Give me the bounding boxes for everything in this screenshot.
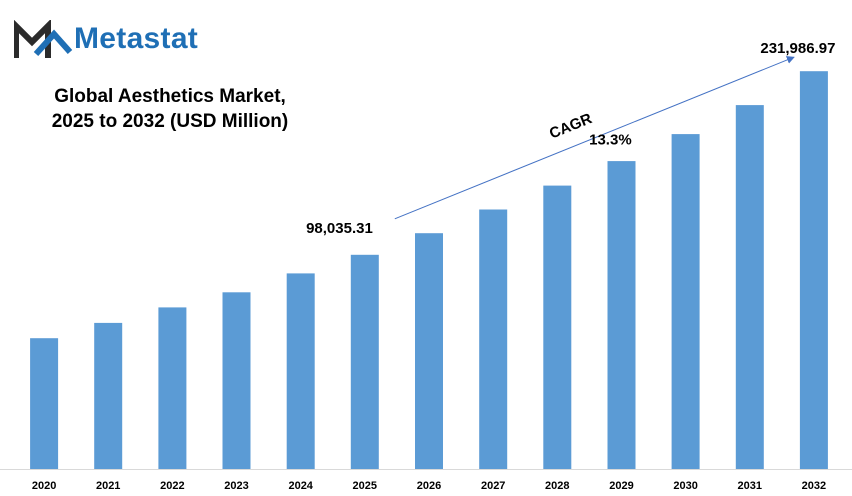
bar-2031 [735,105,764,469]
x-tick-label-2023: 2023 [224,480,248,492]
brand-logo: Metastat [14,20,234,64]
x-tick-label-2020: 2020 [32,480,56,492]
brand-name: Metastat [74,22,199,55]
x-tick-label-2024: 2024 [288,480,313,492]
x-tick-label-2031: 2031 [738,480,762,492]
x-tick-label-2022: 2022 [160,480,184,492]
bar-2020 [30,338,59,469]
metastat-logo-icon [14,20,73,58]
bar-2029 [607,161,636,469]
x-tick-label-2021: 2021 [96,480,120,492]
chart-title-line-1: Global Aesthetics Market, [54,86,286,107]
x-tick-label-2025: 2025 [353,480,377,492]
cagr-arrow [394,56,795,220]
x-tick-label-2026: 2026 [417,480,441,492]
bar-2028 [543,185,572,469]
chart-title-line-2: 2025 to 2032 (USD Million) [51,111,289,132]
bar-2021 [94,322,123,469]
x-tick-label-2030: 2030 [673,480,697,492]
x-tick-label-2032: 2032 [802,480,826,492]
logo-mark-blue [33,29,73,57]
bar-2022 [158,307,187,469]
bar-2027 [479,209,508,469]
cagr-value: 13.3% [589,132,632,149]
chart-title: Global Aesthetics Market, 2025 to 2032 (… [10,84,330,134]
x-tick-label-2028: 2028 [545,480,569,492]
bar-2030 [671,134,700,469]
bar-2023 [222,292,251,469]
data-label-2025: 98,035.31 [306,220,373,237]
bar-2032 [799,71,828,469]
x-tick-label-2027: 2027 [481,480,505,492]
data-label-2032: 231,986.97 [760,40,835,57]
cagr-label: CAGR [547,110,594,142]
bar-2026 [415,233,443,469]
x-tick-label-2029: 2029 [609,480,633,492]
bar-2024 [286,273,315,469]
bar-2025 [350,254,379,469]
